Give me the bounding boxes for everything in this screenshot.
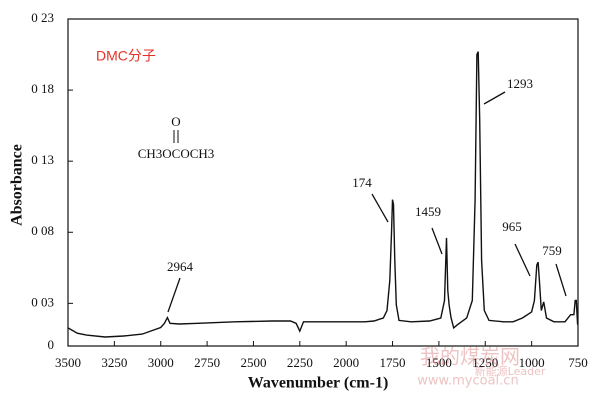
y-tick-label: 0 13 [31,152,54,167]
structure-text: O [171,114,180,129]
peak-label: 1293 [507,76,533,91]
chart-title: DMC分子 [96,48,156,64]
x-axis-label: Wavenumber (cm-1) [248,375,389,392]
watermark: 新能源Leader [475,364,546,378]
x-tick-label: 1250 [472,355,498,370]
watermark: 我的煤炭网 [420,345,520,369]
peak-label: 965 [502,219,522,234]
x-tick-label: 1000 [519,355,545,370]
leader-line [371,193,389,223]
y-tick-label: 0 08 [31,223,54,238]
y-tick-label: 0 [48,337,55,352]
x-tick-label: 3000 [148,355,174,370]
x-tick-label: 1750 [380,355,406,370]
spectrum-line [67,51,579,338]
x-tick-label: 3250 [101,355,127,370]
watermark: www.mycoal.cn [417,374,518,389]
peak-label: 174 [352,175,372,190]
structure-text: CH3OCOCH3 [138,146,215,161]
leader-line [555,263,567,297]
plot-frame [67,18,579,347]
y-tick-label: 0 23 [31,10,54,25]
y-tick-label: 0 18 [31,81,54,96]
y-axis-label: Absorbance [9,144,26,226]
peak-label: 2964 [167,259,194,274]
x-tick-label: 2500 [240,355,266,370]
y-tick-label: 0 03 [31,294,54,309]
peak-label: 1459 [415,204,441,219]
x-tick-label: 1500 [426,355,452,370]
x-tick-label: 2000 [333,355,359,370]
x-tick-label: 2250 [287,355,313,370]
leader-line [514,243,531,277]
leader-line [167,277,181,313]
peak-label: 759 [542,243,562,258]
x-tick-label: 2750 [194,355,220,370]
leader-line [483,91,506,105]
leader-line [431,227,443,255]
x-tick-label: 3500 [55,355,81,370]
x-tick-label: 750 [568,355,588,370]
